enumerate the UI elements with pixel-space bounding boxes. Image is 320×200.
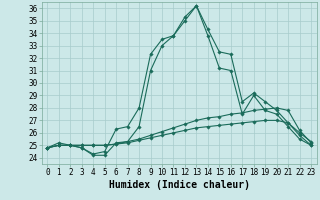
X-axis label: Humidex (Indice chaleur): Humidex (Indice chaleur) [109, 180, 250, 190]
